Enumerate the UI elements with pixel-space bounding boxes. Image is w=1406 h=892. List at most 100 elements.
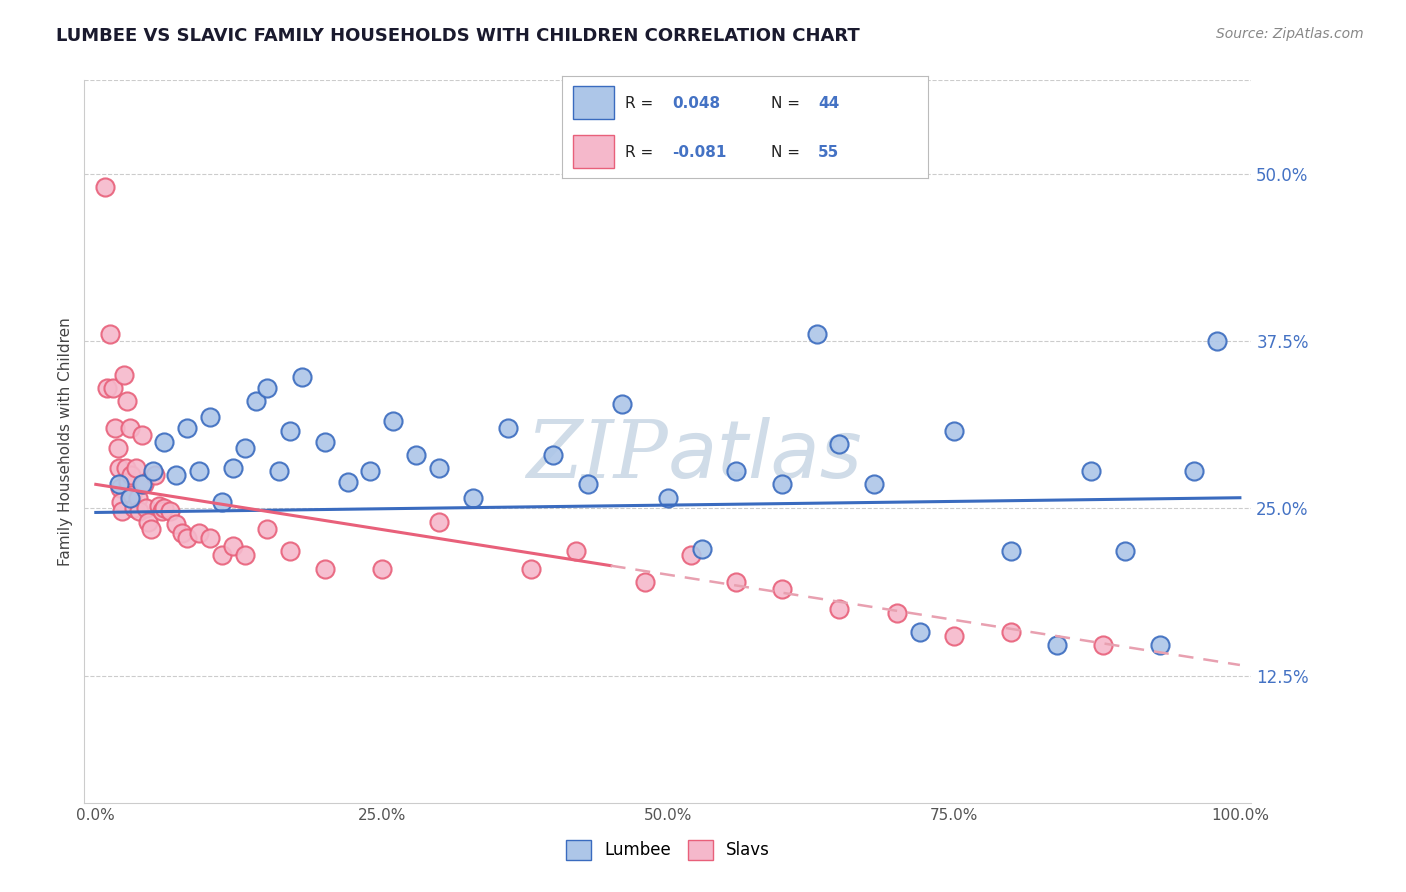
Point bbox=[256, 381, 278, 395]
Point bbox=[211, 548, 233, 563]
Point bbox=[770, 582, 793, 596]
Point bbox=[165, 467, 187, 482]
Point bbox=[107, 441, 129, 455]
Legend: Lumbee, Slavs: Lumbee, Slavs bbox=[560, 833, 776, 867]
Point bbox=[98, 327, 121, 342]
Point bbox=[336, 475, 359, 489]
Point bbox=[200, 410, 222, 425]
Point bbox=[153, 434, 176, 449]
Point bbox=[132, 477, 155, 491]
Point bbox=[110, 494, 132, 508]
Point bbox=[405, 448, 427, 462]
Point bbox=[176, 531, 198, 545]
Point bbox=[1149, 638, 1171, 652]
Point bbox=[245, 394, 267, 409]
Point bbox=[278, 424, 301, 438]
Point bbox=[463, 491, 485, 505]
Point bbox=[142, 464, 165, 478]
Point bbox=[128, 504, 150, 518]
Point bbox=[576, 477, 599, 491]
Point bbox=[942, 628, 965, 642]
Point bbox=[862, 477, 884, 491]
Point bbox=[657, 491, 679, 505]
Point bbox=[153, 501, 176, 516]
Point bbox=[222, 461, 245, 475]
Point bbox=[94, 180, 117, 194]
Point bbox=[233, 548, 256, 563]
Point bbox=[359, 464, 381, 478]
Point bbox=[127, 491, 149, 505]
Point bbox=[565, 544, 588, 558]
Bar bbox=[574, 136, 613, 168]
Point bbox=[828, 437, 851, 451]
Text: LUMBEE VS SLAVIC FAMILY HOUSEHOLDS WITH CHILDREN CORRELATION CHART: LUMBEE VS SLAVIC FAMILY HOUSEHOLDS WITH … bbox=[56, 27, 860, 45]
Point bbox=[679, 548, 702, 563]
Point bbox=[256, 521, 278, 535]
Point bbox=[1091, 638, 1114, 652]
Point bbox=[170, 525, 193, 540]
Point bbox=[828, 601, 851, 615]
Point bbox=[1000, 624, 1022, 639]
Text: 0.048: 0.048 bbox=[672, 96, 720, 111]
Point bbox=[908, 624, 931, 639]
Text: R =: R = bbox=[624, 96, 658, 111]
Point bbox=[148, 499, 170, 513]
Point bbox=[108, 481, 131, 495]
Point bbox=[690, 541, 713, 556]
Point bbox=[427, 515, 450, 529]
Point bbox=[610, 397, 633, 411]
Text: R =: R = bbox=[624, 145, 658, 161]
Point bbox=[117, 475, 139, 489]
Point bbox=[278, 544, 301, 558]
Point bbox=[496, 421, 519, 435]
Point bbox=[139, 521, 162, 535]
Text: N =: N = bbox=[770, 96, 804, 111]
Point bbox=[1000, 544, 1022, 558]
Point bbox=[200, 531, 222, 545]
Point bbox=[371, 562, 394, 576]
Point bbox=[1114, 544, 1136, 558]
Point bbox=[314, 562, 336, 576]
Text: -0.081: -0.081 bbox=[672, 145, 727, 161]
Point bbox=[122, 501, 145, 516]
Text: 55: 55 bbox=[818, 145, 839, 161]
Point bbox=[131, 477, 153, 491]
Point bbox=[107, 477, 129, 491]
Point bbox=[725, 574, 748, 589]
Text: ZIP: ZIP bbox=[526, 417, 668, 495]
Point bbox=[111, 504, 134, 518]
Point bbox=[1206, 334, 1229, 348]
Point bbox=[314, 434, 336, 449]
Point bbox=[125, 461, 148, 475]
Point bbox=[101, 381, 124, 395]
Point bbox=[634, 574, 657, 589]
Bar bbox=[574, 87, 613, 119]
Point bbox=[770, 477, 793, 491]
Point bbox=[150, 504, 173, 518]
Point bbox=[222, 539, 245, 553]
Point bbox=[112, 368, 135, 382]
Point bbox=[176, 421, 198, 435]
Point bbox=[942, 424, 965, 438]
Y-axis label: Family Households with Children: Family Households with Children bbox=[58, 318, 73, 566]
Point bbox=[1182, 464, 1205, 478]
Text: atlas: atlas bbox=[668, 417, 863, 495]
Point bbox=[165, 517, 187, 532]
Point bbox=[120, 421, 142, 435]
Point bbox=[104, 421, 127, 435]
Point bbox=[233, 441, 256, 455]
Point bbox=[143, 467, 166, 482]
Point bbox=[187, 525, 209, 540]
Point bbox=[121, 488, 143, 502]
Point bbox=[120, 491, 142, 505]
Point bbox=[806, 327, 828, 342]
Text: 44: 44 bbox=[818, 96, 839, 111]
Point bbox=[114, 461, 136, 475]
Point bbox=[131, 427, 153, 442]
Point bbox=[187, 464, 209, 478]
Point bbox=[382, 414, 405, 428]
Point bbox=[543, 448, 565, 462]
Point bbox=[138, 515, 160, 529]
Point bbox=[267, 464, 290, 478]
Point bbox=[115, 394, 138, 409]
